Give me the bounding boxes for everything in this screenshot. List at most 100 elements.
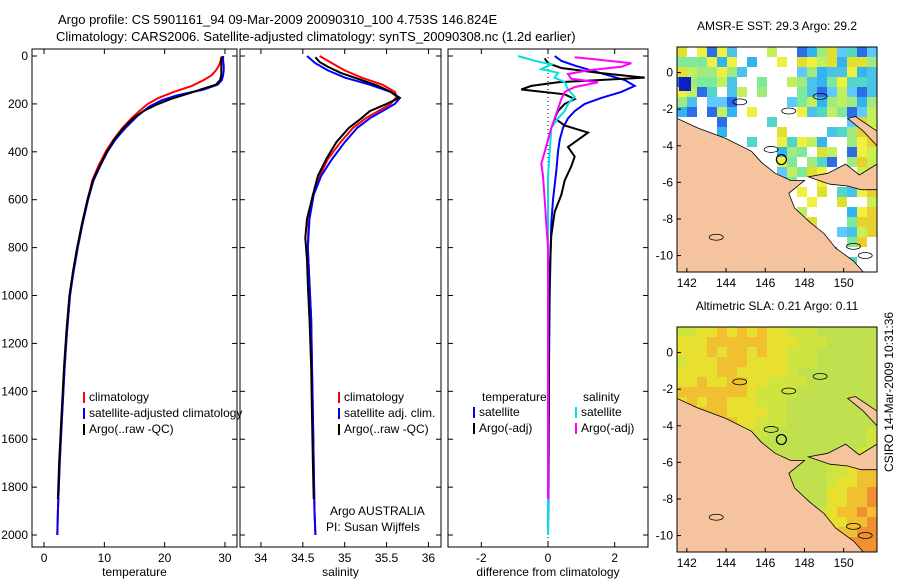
sst-cell [817, 177, 827, 187]
sla-cell [827, 477, 837, 487]
sla-cell [677, 357, 687, 367]
sla-cell [807, 407, 817, 417]
x-axis-label: temperature [102, 565, 167, 579]
sst-cell [697, 87, 707, 97]
sst-cell [767, 117, 777, 127]
sla-cell [857, 537, 867, 547]
sla-cell [827, 387, 837, 397]
sst-cell [707, 77, 717, 87]
land-0 [677, 397, 864, 552]
sst-cell [857, 147, 867, 157]
sst-cell [847, 207, 857, 217]
series-difference-0 [547, 55, 637, 536]
sla-cell [827, 417, 837, 427]
sla-cell [677, 347, 687, 357]
sla-cell [707, 407, 717, 417]
sla-cell [707, 387, 717, 397]
sla-cell [787, 437, 797, 447]
sla-cell [837, 337, 847, 347]
sla-cell [807, 497, 817, 507]
x-tick-label: 144 [716, 276, 736, 290]
sst-cell [807, 47, 817, 57]
sla-cell [717, 387, 727, 397]
sst-cell [797, 57, 807, 67]
y-tick-label: -8 [662, 492, 673, 506]
sst-cell [847, 237, 857, 247]
sla-cell [797, 377, 807, 387]
series-salinity-0 [306, 55, 398, 536]
sst-cell [797, 137, 807, 147]
sla-cell [857, 427, 867, 437]
sla-cell [837, 377, 847, 387]
sla-cell [747, 407, 757, 417]
y-tick-label: -8 [662, 212, 673, 226]
sla-cell [687, 367, 697, 377]
sst-cell [807, 167, 817, 177]
sla-cell [737, 397, 747, 407]
sst-cell [857, 127, 867, 137]
sst-cell [717, 107, 727, 117]
sst-cell [827, 157, 837, 167]
sla-cell [727, 367, 737, 377]
x-tick-label: 142 [677, 556, 697, 570]
sst-cell [797, 97, 807, 107]
sla-cell [727, 327, 737, 337]
sla-cell [827, 497, 837, 507]
sst-cell [827, 127, 837, 137]
sla-cell [817, 427, 827, 437]
sst-cell [847, 107, 857, 117]
sst-cell [687, 87, 697, 97]
x-tick-label: 2 [611, 551, 618, 565]
sst-cell [679, 77, 691, 91]
sla-cell [857, 437, 867, 447]
sst-cell [787, 167, 797, 177]
panel-salinity: 34 34.5 35 35.5 36 salinity [239, 48, 442, 579]
x-tick-label: 10 [98, 551, 112, 565]
sla-cell [797, 337, 807, 347]
sla-cell [707, 337, 717, 347]
sla-cell [787, 397, 797, 407]
sla-cell [717, 377, 727, 387]
sla-cell [847, 327, 857, 337]
sst-cell [817, 157, 827, 167]
sla-cell [847, 437, 857, 447]
sst-cell [867, 147, 877, 157]
y-tick-label: -4 [662, 139, 673, 153]
sla-cell [807, 487, 817, 497]
sst-cell [857, 97, 867, 107]
land-2 [846, 116, 877, 147]
sst-cell [827, 57, 837, 67]
sla-cell [797, 347, 807, 357]
sla-cell [737, 357, 747, 367]
sst-cell [837, 127, 847, 137]
sst-cell [857, 67, 867, 77]
sst-cell [757, 87, 767, 97]
map-title: AMSR-E SST: 29.3 Argo: 29.2 [697, 19, 857, 33]
sst-cell [737, 87, 747, 97]
sla-cell [687, 397, 697, 407]
y-tick-label: 1600 [1, 432, 28, 446]
sst-cell [847, 57, 857, 67]
x-tick-label: 148 [794, 556, 814, 570]
island [812, 372, 828, 380]
sla-cell [817, 387, 827, 397]
sla-cell [767, 377, 777, 387]
sla-cell [747, 417, 757, 427]
island [763, 426, 779, 433]
sla-cell [727, 387, 737, 397]
sla-cell [867, 487, 877, 497]
sla-cell [787, 427, 797, 437]
sla-cell [827, 357, 837, 367]
sla-cell [797, 387, 807, 397]
sst-cell [797, 87, 807, 97]
sla-cell [767, 387, 777, 397]
sst-cell [807, 77, 817, 87]
sla-cell [867, 547, 877, 552]
sst-cell [777, 127, 787, 137]
sla-cell [837, 367, 847, 377]
sst-cell [827, 97, 837, 107]
sla-cell [817, 467, 827, 477]
sst-cell [837, 77, 847, 87]
sla-cell [817, 337, 827, 347]
sla-cell [847, 387, 857, 397]
